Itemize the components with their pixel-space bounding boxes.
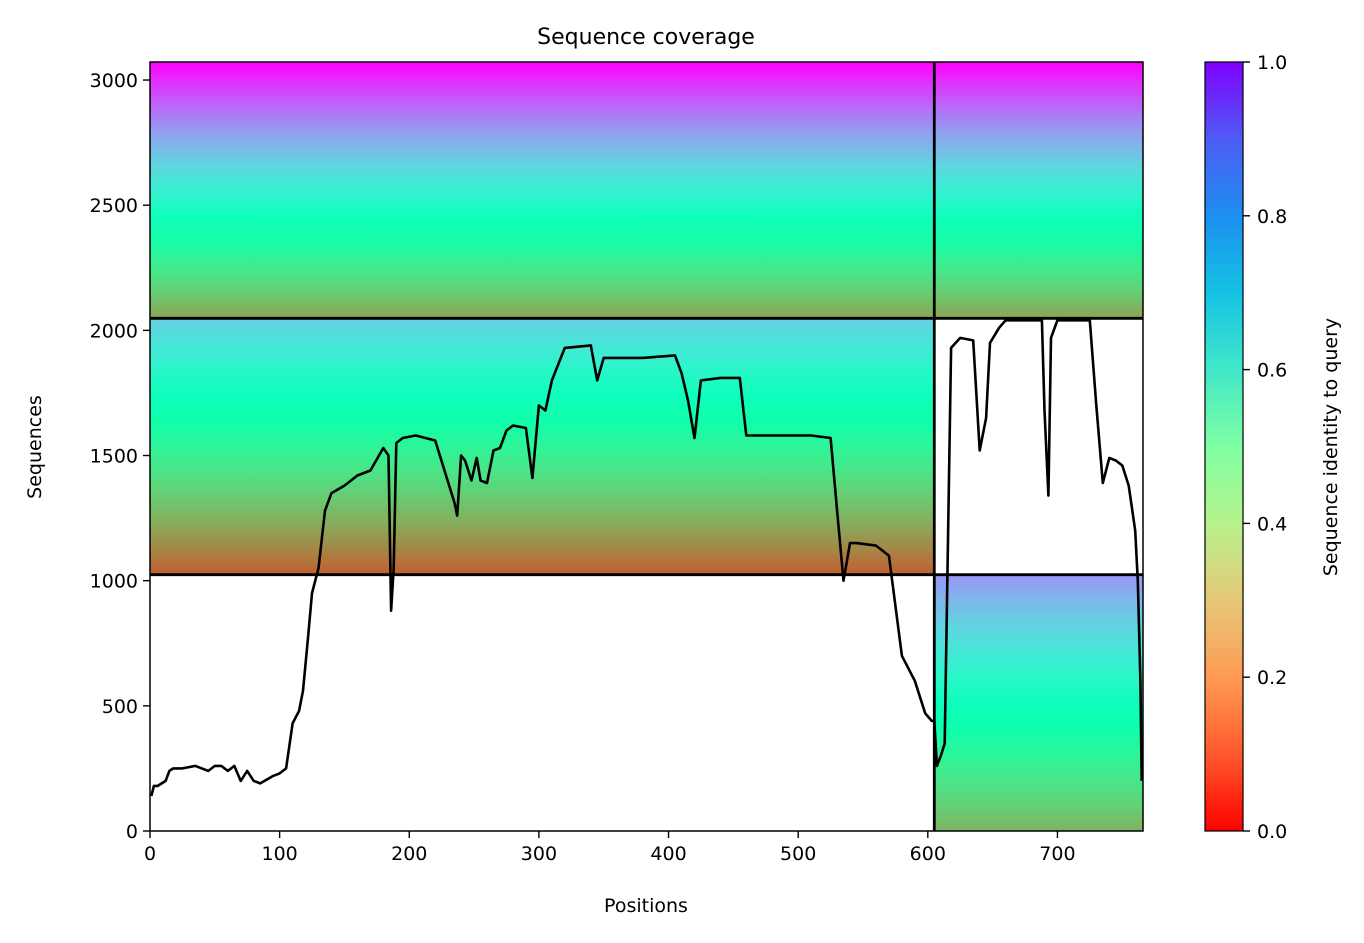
chart-title: Sequence coverage xyxy=(537,25,755,50)
colorbar-axis: 0.0 0.2 0.4 0.6 0.8 1.0 xyxy=(1243,52,1287,843)
colorbar-tick-label: 0.4 xyxy=(1257,513,1287,535)
colorbar-tick-label: 0.0 xyxy=(1257,821,1287,843)
x-tick-label: 0 xyxy=(144,843,156,865)
block-boundaries xyxy=(150,62,1143,831)
heatmap-block-2 xyxy=(150,318,935,575)
colorbar xyxy=(1204,61,1244,832)
colorbar-tick-label: 0.8 xyxy=(1257,206,1287,228)
y-tick-label: 2500 xyxy=(90,195,138,217)
x-axis-label: Positions xyxy=(604,895,688,917)
x-tick-label: 600 xyxy=(910,843,946,865)
colorbar-tick-label: 1.0 xyxy=(1257,52,1287,74)
heatmap-block-3 xyxy=(934,574,1143,831)
y-axis: 0 500 1000 1500 2000 2500 3000 xyxy=(90,70,150,843)
y-tick-label: 2000 xyxy=(90,320,138,342)
y-tick-label: 1000 xyxy=(90,571,138,593)
y-tick-label: 0 xyxy=(126,821,138,843)
x-axis: 0 100 200 300 400 500 600 700 xyxy=(144,831,1076,865)
x-tick-label: 200 xyxy=(391,843,427,865)
y-tick-label: 500 xyxy=(102,696,138,718)
heatmap-block-1 xyxy=(934,62,1143,319)
x-tick-label: 400 xyxy=(650,843,686,865)
colorbar-label: Sequence identity to query xyxy=(1320,318,1342,576)
x-tick-label: 100 xyxy=(262,843,298,865)
y-axis-label: Sequences xyxy=(24,395,46,499)
colorbar-tick-label: 0.2 xyxy=(1257,667,1287,689)
coverage-line xyxy=(150,319,1143,797)
coverage-heatmap xyxy=(150,62,1143,831)
x-tick-label: 700 xyxy=(1039,843,1075,865)
x-tick-label: 300 xyxy=(521,843,557,865)
colorbar-tick-label: 0.6 xyxy=(1257,360,1287,382)
plot-frame xyxy=(149,61,1144,832)
y-tick-label: 3000 xyxy=(90,70,138,92)
heatmap-block-0 xyxy=(150,62,935,319)
x-tick-label: 500 xyxy=(780,843,816,865)
y-tick-label: 1500 xyxy=(90,446,138,468)
coverage-line-layer xyxy=(150,319,1143,797)
